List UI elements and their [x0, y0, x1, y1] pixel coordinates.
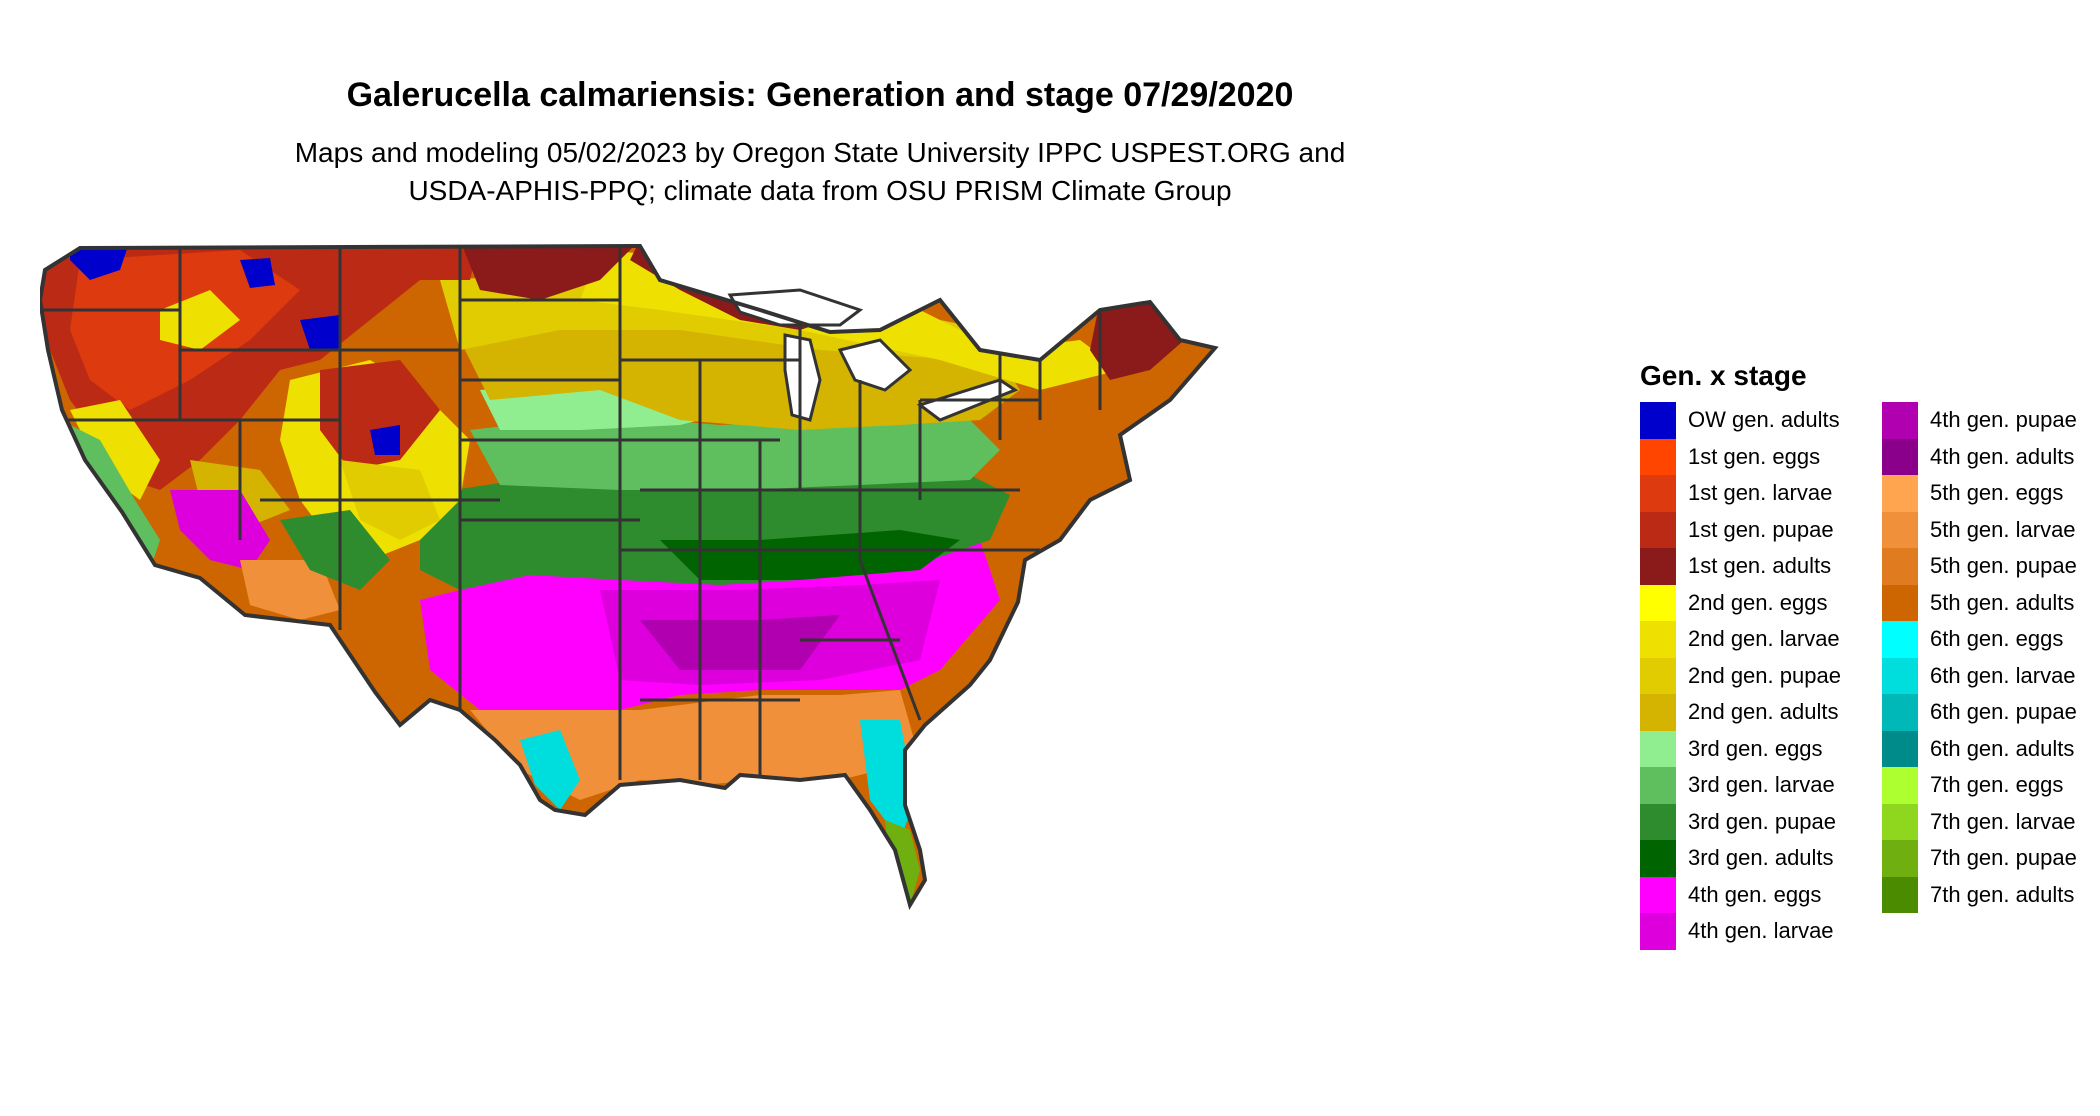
legend-item: 5th gen. larvae [1882, 511, 2100, 548]
map-title: Galerucella calmariensis: Generation and… [346, 76, 1294, 114]
legend-item: 7th gen. eggs [1882, 767, 2100, 804]
legend-label: 3rd gen. pupae [1688, 808, 1837, 834]
legend-item: 2nd gen. adults [1640, 694, 1872, 731]
legend-item: 6th gen. pupae [1882, 694, 2100, 731]
legend-item: 4th gen. eggs [1640, 876, 1872, 913]
legend-item: 5th gen. eggs [1882, 475, 2100, 512]
legend-swatch [1640, 438, 1676, 475]
legend-column-2: 4th gen. pupae 4th gen. adults 5th gen. eg… [1882, 402, 2100, 950]
subtitle-line-2: USDA-APHIS-PPQ; climate data from OSU PR… [408, 175, 1232, 206]
legend-column-1: OW gen. adults 1st gen. eggs 1st gen. larv… [1640, 402, 1872, 950]
legend-label: 1st gen. eggs [1688, 443, 1821, 469]
legend-item: 1st gen. eggs [1640, 438, 1872, 475]
legend-item: 7th gen. larvae [1882, 803, 2100, 840]
legend-swatch [1640, 913, 1676, 950]
subtitle-line-1: Maps and modeling 05/02/2023 by Oregon S… [294, 137, 1346, 168]
legend-swatch [1640, 803, 1676, 840]
legend-item: OW gen. adults [1640, 402, 1872, 439]
legend-item: 6th gen. eggs [1882, 621, 2100, 658]
legend-label: 7th gen. eggs [1930, 772, 2064, 798]
legend-item: 6th gen. larvae [1882, 657, 2100, 694]
legend-label: 1st gen. pupae [1688, 516, 1834, 542]
legend-item: 5th gen. pupae [1882, 548, 2100, 585]
legend-swatch [1882, 803, 1918, 840]
legend-swatch [1640, 876, 1676, 913]
legend-label: 3rd gen. eggs [1688, 735, 1823, 761]
legend-item: 3rd gen. pupae [1640, 803, 1872, 840]
legend-label: 1st gen. larvae [1688, 480, 1833, 506]
legend-swatch [1882, 694, 1918, 731]
legend-label: 6th gen. eggs [1930, 626, 2064, 652]
legend-label: 6th gen. pupae [1930, 699, 2077, 725]
legend-swatch [1882, 511, 1918, 548]
legend-label: 2nd gen. adults [1688, 699, 1839, 725]
legend-swatch [1882, 840, 1918, 877]
legend-title: Gen. x stage [1640, 360, 1807, 391]
legend-item: 1st gen. pupae [1640, 511, 1872, 548]
legend-item: 2nd gen. eggs [1640, 584, 1872, 621]
legend-swatch [1882, 438, 1918, 475]
legend-label: 1st gen. adults [1688, 553, 1832, 579]
legend-swatch [1640, 767, 1676, 804]
legend-swatch [1882, 475, 1918, 512]
legend-label: 7th gen. adults [1930, 881, 2075, 907]
legend-label: 2nd gen. larvae [1688, 626, 1840, 652]
legend-item: 4th gen. adults [1882, 438, 2100, 475]
legend-swatch [1882, 767, 1918, 804]
legend-label: 5th gen. adults [1930, 589, 2075, 615]
legend-item: 1st gen. adults [1640, 548, 1872, 585]
legend-label: 7th gen. pupae [1930, 845, 2077, 871]
legend-item: 3rd gen. larvae [1640, 767, 1872, 804]
legend-label: 5th gen. eggs [1930, 480, 2064, 506]
map-subtitle: Maps and modeling 05/02/2023 by Oregon S… [0, 134, 1640, 210]
legend-label: 2nd gen. eggs [1688, 589, 1828, 615]
legend-label: OW gen. adults [1688, 407, 1840, 433]
legend-item: 4th gen. pupae [1882, 402, 2100, 439]
legend-item: 4th gen. larvae [1640, 913, 1872, 950]
legend-swatch [1640, 402, 1676, 439]
legend-swatch [1640, 657, 1676, 694]
legend-swatch [1882, 876, 1918, 913]
legend-label: 4th gen. adults [1930, 443, 2075, 469]
legend-label: 6th gen. adults [1930, 735, 2075, 761]
legend-label: 4th gen. eggs [1688, 881, 1822, 907]
legend-label: 5th gen. pupae [1930, 553, 2077, 579]
legend-label: 3rd gen. larvae [1688, 772, 1835, 798]
legend-item: 6th gen. adults [1882, 730, 2100, 767]
legend: Gen. x stage OW gen. adults 1st gen. eggs… [1640, 360, 2080, 960]
legend-swatch [1640, 584, 1676, 621]
legend-swatch [1640, 730, 1676, 767]
legend-swatch [1882, 584, 1918, 621]
legend-item: 2nd gen. larvae [1640, 621, 1872, 658]
legend-item: 3rd gen. eggs [1640, 730, 1872, 767]
legend-label: 6th gen. larvae [1930, 662, 2076, 688]
legend-swatch [1882, 402, 1918, 439]
legend-item: 1st gen. larvae [1640, 475, 1872, 512]
legend-item: 7th gen. adults [1882, 876, 2100, 913]
legend-label: 2nd gen. pupae [1688, 662, 1841, 688]
legend-label: 4th gen. pupae [1930, 407, 2077, 433]
legend-swatch [1640, 621, 1676, 658]
legend-item: 3rd gen. adults [1640, 840, 1872, 877]
legend-label: 7th gen. larvae [1930, 808, 2076, 834]
legend-swatch [1882, 657, 1918, 694]
legend-swatch [1640, 511, 1676, 548]
legend-swatch [1882, 730, 1918, 767]
us-phenology-map [40, 244, 1217, 907]
legend-swatch [1882, 548, 1918, 585]
legend-item: 5th gen. adults [1882, 584, 2100, 621]
legend-swatch [1640, 475, 1676, 512]
legend-swatch [1882, 621, 1918, 658]
legend-label: 4th gen. larvae [1688, 918, 1834, 944]
legend-item: 2nd gen. pupae [1640, 657, 1872, 694]
legend-item: 7th gen. pupae [1882, 840, 2100, 877]
legend-label: 3rd gen. adults [1688, 845, 1834, 871]
legend-swatch [1640, 548, 1676, 585]
legend-label: 5th gen. larvae [1930, 516, 2076, 542]
legend-columns: OW gen. adults 1st gen. eggs 1st gen. larv… [1640, 402, 2100, 950]
legend-swatch [1640, 840, 1676, 877]
legend-swatch [1640, 694, 1676, 731]
